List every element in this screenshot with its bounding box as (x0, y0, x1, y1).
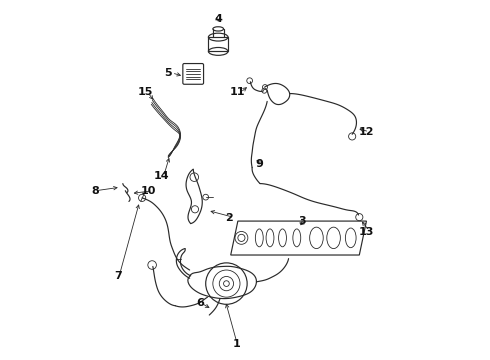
Text: 5: 5 (164, 68, 172, 78)
Text: 3: 3 (298, 216, 306, 226)
Text: 12: 12 (359, 127, 374, 137)
Text: 15: 15 (137, 87, 153, 98)
Text: 4: 4 (214, 14, 222, 23)
Text: 10: 10 (141, 186, 156, 196)
Text: 1: 1 (232, 339, 240, 348)
Text: 9: 9 (255, 159, 263, 169)
Text: 11: 11 (230, 87, 245, 98)
Text: 7: 7 (114, 271, 122, 282)
Text: 8: 8 (91, 186, 99, 196)
Text: 6: 6 (196, 298, 204, 308)
Text: 14: 14 (153, 171, 169, 181)
Text: 2: 2 (225, 212, 233, 222)
Text: 13: 13 (359, 227, 374, 237)
